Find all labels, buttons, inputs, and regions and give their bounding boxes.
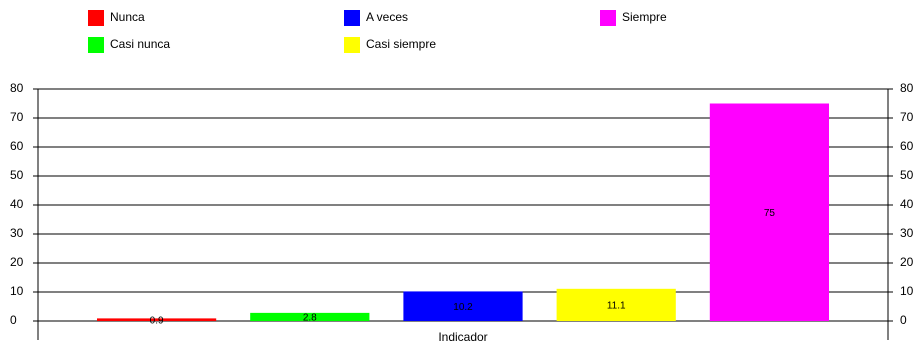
bar [709, 103, 829, 321]
legend-label: Casi nunca [110, 37, 170, 51]
legend-swatch [88, 10, 104, 26]
y2-tick-label: 30 [900, 226, 914, 240]
legend-label: Nunca [110, 10, 145, 24]
bar [556, 288, 676, 321]
y-tick-label: 20 [10, 255, 24, 269]
y2-tick-label: 40 [900, 197, 914, 211]
value-label: 2.8 [303, 313, 317, 324]
y2-tick-label: 70 [900, 110, 914, 124]
value-label: 10.2 [453, 302, 473, 313]
x-tick-label: Indicador [438, 330, 487, 344]
y-tick-label: 80 [10, 81, 24, 95]
y-tick-label: 70 [10, 110, 24, 124]
legend-label: Siempre [622, 10, 667, 24]
legend-swatch [344, 10, 360, 26]
legend-label: Casi siempre [366, 37, 436, 51]
bar [97, 318, 217, 321]
value-label: 11.1 [607, 301, 626, 312]
y-tick-label: 0 [10, 313, 17, 327]
value-label: 75 [764, 208, 776, 219]
legend-swatch [344, 37, 360, 53]
y-tick-label: 50 [10, 168, 24, 182]
y-tick-label: 10 [10, 284, 24, 298]
y2-tick-label: 20 [900, 255, 914, 269]
y-tick-label: 40 [10, 197, 24, 211]
y2-tick-label: 80 [900, 81, 914, 95]
legend-swatch [600, 10, 616, 26]
bar [250, 312, 370, 321]
bar [403, 291, 523, 321]
y2-tick-label: 60 [900, 139, 914, 153]
y-tick-label: 60 [10, 139, 24, 153]
y2-tick-label: 10 [900, 284, 914, 298]
y2-tick-label: 50 [900, 168, 914, 182]
y2-tick-label: 0 [900, 313, 907, 327]
legend-label: A veces [366, 10, 408, 24]
y-tick-label: 30 [10, 226, 24, 240]
value-label: 0.9 [150, 315, 164, 326]
legend-swatch [88, 37, 104, 53]
